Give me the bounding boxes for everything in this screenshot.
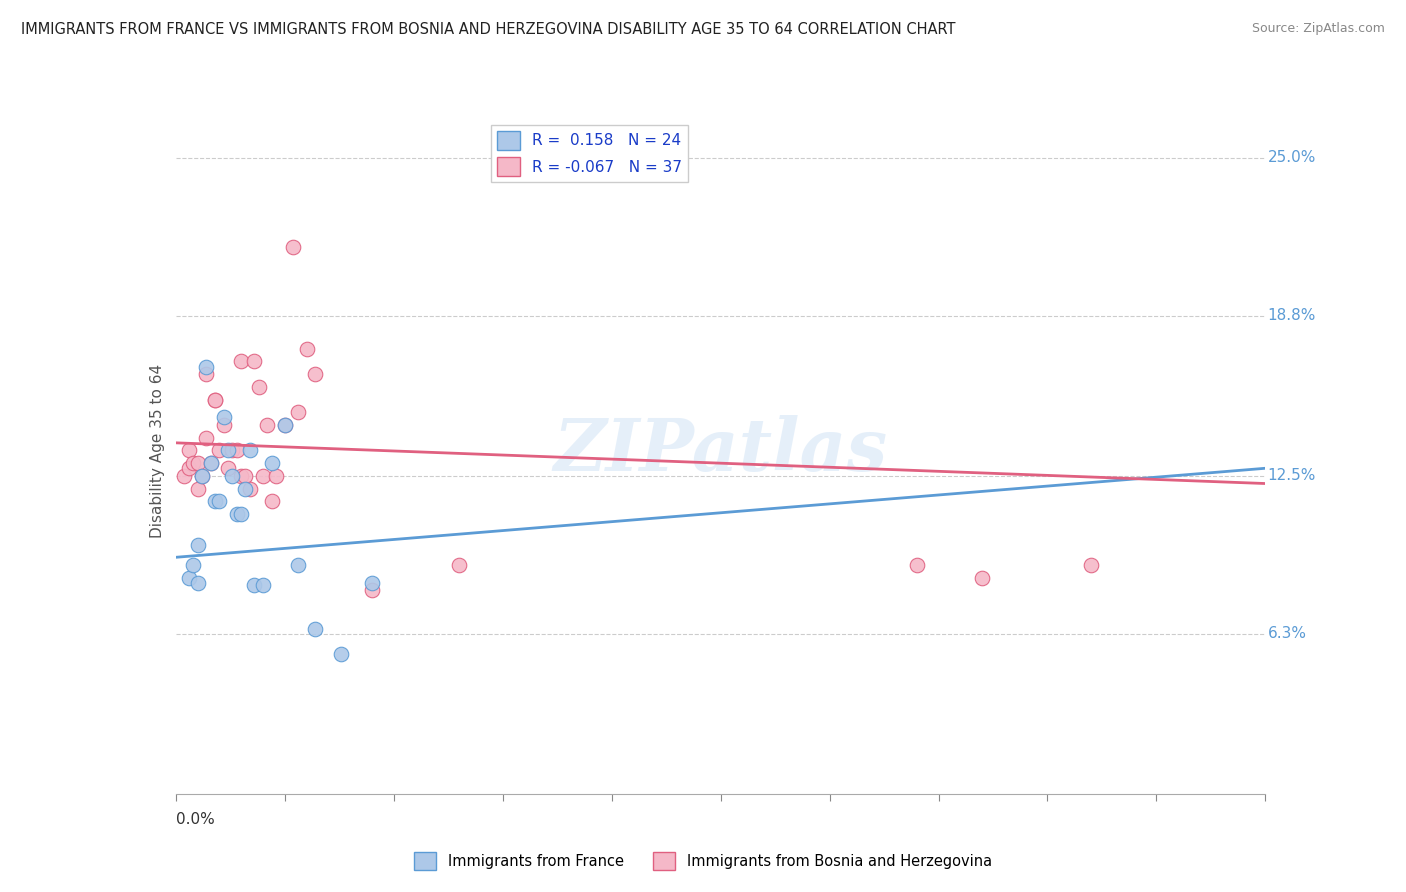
Point bbox=[274, 417, 297, 432]
Point bbox=[208, 443, 231, 458]
Point bbox=[447, 558, 470, 572]
Point bbox=[295, 342, 318, 356]
Point bbox=[304, 622, 326, 636]
Point bbox=[287, 405, 309, 419]
Point bbox=[217, 461, 239, 475]
Point bbox=[252, 469, 274, 483]
Point bbox=[195, 367, 218, 381]
Point bbox=[204, 392, 226, 407]
Point bbox=[247, 380, 270, 394]
Text: 12.5%: 12.5% bbox=[1268, 468, 1316, 483]
Point bbox=[195, 431, 218, 445]
Point bbox=[186, 575, 209, 590]
Point bbox=[252, 578, 274, 592]
Point bbox=[173, 469, 195, 483]
Point bbox=[243, 578, 266, 592]
Point bbox=[177, 443, 200, 458]
Point bbox=[200, 456, 222, 470]
Point bbox=[260, 456, 283, 470]
Point bbox=[186, 456, 209, 470]
Text: 18.8%: 18.8% bbox=[1268, 308, 1316, 323]
Point bbox=[200, 456, 222, 470]
Point bbox=[181, 558, 204, 572]
Point bbox=[239, 443, 262, 458]
Point bbox=[195, 359, 218, 374]
Point bbox=[235, 469, 257, 483]
Point bbox=[330, 647, 353, 661]
Point bbox=[191, 469, 214, 483]
Point bbox=[287, 558, 309, 572]
Point bbox=[225, 443, 247, 458]
Point bbox=[243, 354, 266, 368]
Point bbox=[225, 507, 247, 521]
Point bbox=[360, 583, 382, 598]
Point bbox=[231, 507, 253, 521]
Text: ZIPatlas: ZIPatlas bbox=[554, 415, 887, 486]
Text: IMMIGRANTS FROM FRANCE VS IMMIGRANTS FROM BOSNIA AND HERZEGOVINA DISABILITY AGE : IMMIGRANTS FROM FRANCE VS IMMIGRANTS FRO… bbox=[21, 22, 956, 37]
Point bbox=[231, 354, 253, 368]
Point bbox=[208, 494, 231, 508]
Point bbox=[186, 538, 209, 552]
Point bbox=[221, 469, 243, 483]
Text: 0.0%: 0.0% bbox=[176, 813, 215, 828]
Point bbox=[274, 417, 297, 432]
Point bbox=[212, 417, 235, 432]
Point bbox=[970, 571, 993, 585]
Point bbox=[181, 456, 204, 470]
Point bbox=[905, 558, 928, 572]
Point bbox=[231, 469, 253, 483]
Point bbox=[239, 482, 262, 496]
Point bbox=[221, 443, 243, 458]
Point bbox=[283, 240, 305, 254]
Legend: Immigrants from France, Immigrants from Bosnia and Herzegovina: Immigrants from France, Immigrants from … bbox=[409, 847, 997, 876]
Point bbox=[264, 469, 287, 483]
Point bbox=[186, 482, 209, 496]
Point bbox=[204, 392, 226, 407]
Y-axis label: Disability Age 35 to 64: Disability Age 35 to 64 bbox=[149, 363, 165, 538]
Point bbox=[360, 575, 382, 590]
Point bbox=[256, 417, 278, 432]
Point bbox=[217, 443, 239, 458]
Point bbox=[177, 461, 200, 475]
Point bbox=[235, 482, 257, 496]
Point bbox=[304, 367, 326, 381]
Point bbox=[191, 469, 214, 483]
Legend: R =  0.158   N = 24, R = -0.067   N = 37: R = 0.158 N = 24, R = -0.067 N = 37 bbox=[491, 125, 689, 182]
Point bbox=[212, 410, 235, 425]
Point bbox=[177, 571, 200, 585]
Text: 6.3%: 6.3% bbox=[1268, 626, 1306, 641]
Text: 25.0%: 25.0% bbox=[1268, 151, 1316, 165]
Text: Source: ZipAtlas.com: Source: ZipAtlas.com bbox=[1251, 22, 1385, 36]
Point bbox=[260, 494, 283, 508]
Point bbox=[204, 494, 226, 508]
Point bbox=[1080, 558, 1102, 572]
